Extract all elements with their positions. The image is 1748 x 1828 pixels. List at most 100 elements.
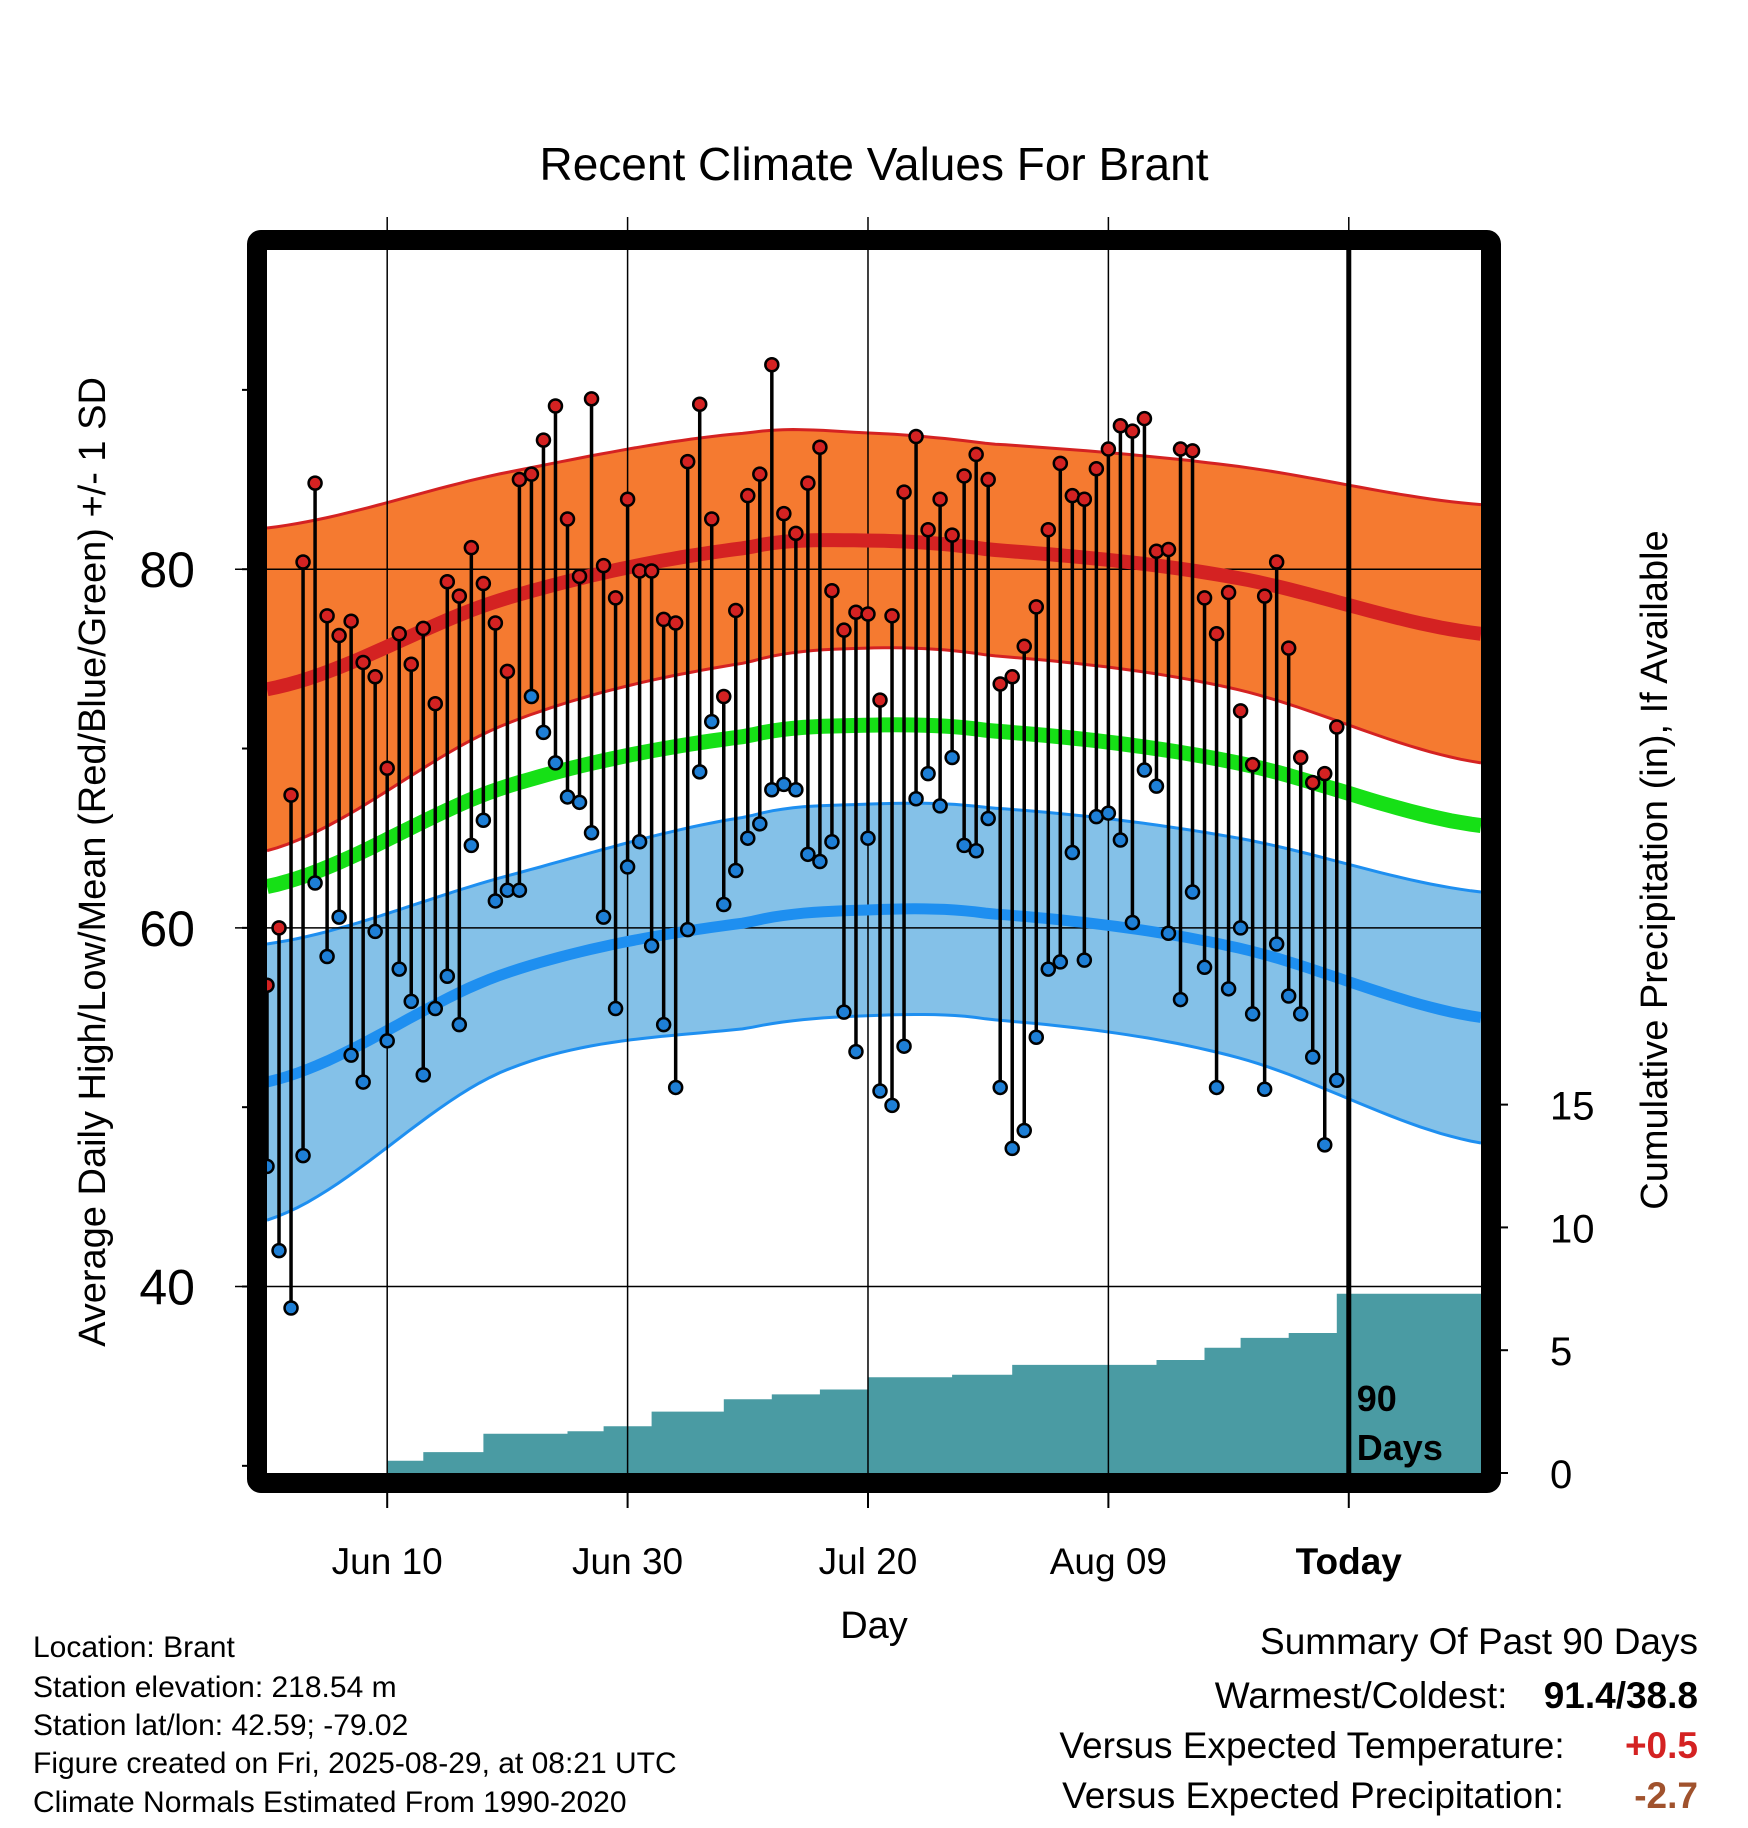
daily-high-point xyxy=(788,525,804,542)
chart-title: Recent Climate Values For Brant xyxy=(540,138,1209,190)
daily-low-point xyxy=(451,1016,468,1033)
daily-low-point xyxy=(463,837,480,854)
today-days-label: Days xyxy=(1357,1427,1443,1468)
precip-area xyxy=(375,1293,1482,1473)
daily-low-point xyxy=(1268,936,1285,952)
daily-low-point xyxy=(379,1033,395,1049)
daily-low-point xyxy=(1220,981,1237,997)
daily-low-point xyxy=(427,1000,444,1017)
precip-value: -2.7 xyxy=(1634,1775,1698,1816)
daily-high-point xyxy=(463,539,480,556)
high-sd-band xyxy=(267,429,1481,851)
daily-low-point xyxy=(1256,1081,1273,1097)
daily-high-point xyxy=(319,608,335,624)
daily-high-point xyxy=(1100,441,1117,457)
low-sd-band xyxy=(267,803,1481,1221)
daily-low-point xyxy=(283,1300,299,1316)
x-tick-label: Jun 10 xyxy=(332,1541,443,1582)
daily-low-point xyxy=(740,830,756,846)
daily-high-point xyxy=(331,627,347,644)
daily-low-point xyxy=(812,853,828,870)
daily-high-point xyxy=(896,484,912,500)
daily-high-point xyxy=(824,582,840,599)
daily-high-point xyxy=(607,590,624,606)
daily-high-point xyxy=(499,663,516,680)
daily-high-point xyxy=(403,656,419,672)
daily-high-point xyxy=(355,654,371,671)
daily-high-point xyxy=(1040,521,1057,538)
daily-high-point xyxy=(1304,774,1321,791)
daily-low-point xyxy=(884,1097,900,1114)
daily-high-point xyxy=(379,760,395,777)
daily-low-point xyxy=(872,1083,888,1099)
daily-low-point xyxy=(752,816,768,832)
daily-low-point xyxy=(307,875,323,891)
daily-low-point xyxy=(1112,832,1129,848)
daily-high-point xyxy=(595,557,612,574)
plot-border xyxy=(247,230,1501,1493)
daily-high-point xyxy=(667,615,684,631)
daily-low-point xyxy=(1172,991,1189,1008)
x-tick-label: Jul 20 xyxy=(819,1541,918,1582)
daily-low-point xyxy=(619,859,636,875)
daily-high-point xyxy=(703,511,720,527)
daily-low-point xyxy=(860,830,876,846)
footer-location: Location: Brant xyxy=(33,1631,235,1664)
daily-low-point xyxy=(1316,1137,1333,1153)
y2-tick-label: 5 xyxy=(1550,1330,1572,1374)
daily-high-point xyxy=(415,620,432,637)
daily-high-point xyxy=(559,511,576,527)
daily-high-point xyxy=(872,692,888,708)
daily-low-point xyxy=(800,846,816,863)
footer-elevation: Station elevation: 218.54 m xyxy=(33,1671,397,1704)
daily-high-point xyxy=(535,432,552,448)
daily-high-point xyxy=(307,475,323,491)
daily-high-point xyxy=(691,396,708,412)
daily-low-point xyxy=(1184,884,1201,900)
daily-low-point xyxy=(980,810,996,827)
daily-high-point xyxy=(1088,461,1105,477)
summary-warm-cold: Warmest/Coldest: 91.4/38.8 xyxy=(1215,1675,1698,1717)
daily-high-point xyxy=(439,574,456,590)
daily-low-point xyxy=(932,798,948,814)
daily-high-point xyxy=(764,357,780,373)
daily-low-point xyxy=(1076,952,1093,968)
daily-high-point xyxy=(1232,703,1249,719)
daily-high-point xyxy=(932,491,948,508)
daily-high-point xyxy=(944,527,960,543)
today-marker: 90 Days xyxy=(1346,250,1443,1473)
footer-normals: Climate Normals Estimated From 1990-2020 xyxy=(33,1786,627,1819)
daily-high-point xyxy=(980,471,996,488)
daily-low-point xyxy=(1292,1006,1309,1022)
daily-high-point xyxy=(487,615,504,631)
daily-high-point xyxy=(1208,626,1225,642)
daily-high-point xyxy=(1184,443,1201,459)
normal-mean-line xyxy=(265,717,1483,894)
daily-low-point xyxy=(1016,1122,1032,1139)
daily-low-point xyxy=(788,782,804,798)
daily-low-point xyxy=(631,834,648,850)
daily-high-point xyxy=(776,505,792,522)
daily-high-point xyxy=(1316,765,1333,782)
daily-low-point xyxy=(667,1079,684,1096)
daily-low-point xyxy=(643,938,660,954)
daily-high-point xyxy=(343,613,359,629)
daily-low-point xyxy=(824,834,840,850)
x-tick-label: Jun 30 xyxy=(572,1541,683,1582)
daily-low-point xyxy=(968,842,984,859)
summary-precip: Versus Expected Precipitation: -2.7 xyxy=(1062,1775,1698,1817)
summary-temp: Versus Expected Temperature: +0.5 xyxy=(1059,1725,1698,1767)
daily-high-point xyxy=(1004,669,1020,685)
x-tick-label: Today xyxy=(1296,1541,1403,1582)
daily-high-point xyxy=(475,575,492,592)
daily-low-point xyxy=(944,749,960,766)
daily-low-point xyxy=(295,1147,311,1164)
daily-low-point xyxy=(896,1038,912,1054)
x-tick-label: Aug 09 xyxy=(1050,1541,1167,1582)
daily-high-point xyxy=(523,466,540,482)
daily-low-point xyxy=(271,1242,287,1259)
footer-created: Figure created on Fri, 2025-08-29, at 08… xyxy=(33,1747,677,1780)
daily-low-point xyxy=(836,1004,852,1020)
daily-high-point xyxy=(956,468,972,484)
daily-high-point xyxy=(740,487,756,504)
